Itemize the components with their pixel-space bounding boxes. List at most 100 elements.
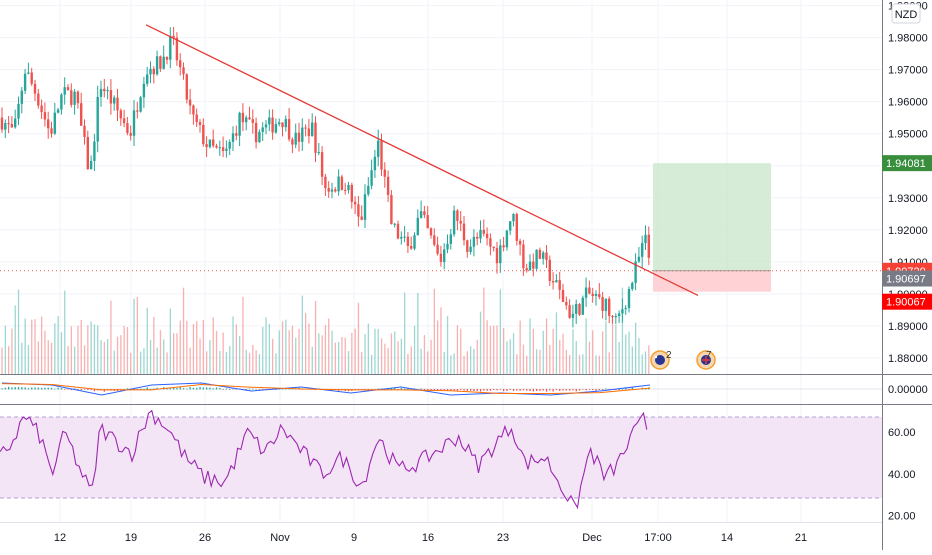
price-tick-label: 1.96000	[888, 97, 928, 109]
volume-bar	[512, 333, 515, 374]
volume-bar	[262, 326, 264, 374]
volume-bar	[37, 341, 39, 374]
volume-bar	[248, 352, 251, 374]
candle-body	[40, 105, 43, 113]
volume-bar	[107, 339, 109, 374]
candle-body	[297, 132, 301, 142]
volume-bar	[93, 324, 96, 374]
candle-body	[304, 127, 307, 129]
volume-bar	[87, 325, 89, 374]
stop-zone[interactable]	[653, 270, 771, 292]
macd-histogram-bar	[252, 388, 254, 390]
currency-badge[interactable]: NZD	[891, 3, 921, 24]
candle-body	[281, 122, 284, 128]
macd-histogram-bar	[64, 389, 66, 390]
macd-histogram-bar	[37, 387, 39, 390]
volume-bar	[225, 351, 228, 374]
macd-histogram-bar	[258, 389, 261, 390]
candle-body	[631, 282, 634, 290]
macd-histogram-bar	[545, 389, 548, 392]
macd-histogram-bar	[225, 388, 228, 390]
macd-histogram-bar	[219, 387, 221, 390]
macd-histogram-bar	[569, 389, 571, 391]
macd-histogram-bar	[565, 389, 567, 391]
time-tick-label: Nov	[270, 532, 290, 544]
volume-bars	[1, 287, 650, 374]
candle-body	[7, 123, 10, 125]
candle-body	[96, 96, 99, 142]
volume-bar	[602, 331, 604, 374]
candle-body	[396, 223, 400, 239]
candle-body	[353, 201, 357, 205]
price-axis[interactable]: 1.880001.890001.900001.910001.920001.930…	[888, 1, 928, 365]
volume-bar	[387, 348, 389, 374]
volume-bar	[611, 318, 614, 374]
volume-bar	[595, 355, 597, 374]
macd-histogram-bar	[83, 388, 86, 390]
candle-body	[367, 185, 370, 195]
price-tick-label: 1.93000	[888, 193, 928, 205]
candle-body	[525, 268, 528, 271]
candle-body	[436, 244, 439, 254]
volume-bar	[281, 321, 284, 374]
time-tick-label: 26	[199, 532, 211, 544]
volume-bar	[555, 312, 558, 374]
volume-bar	[334, 342, 336, 374]
target-zone[interactable]	[653, 163, 771, 271]
candle-body	[495, 248, 499, 264]
candle-body	[122, 118, 126, 124]
volume-bar	[252, 344, 254, 374]
candle-body	[116, 97, 119, 111]
candle-body	[621, 309, 624, 314]
macd-histogram-bar	[397, 389, 399, 390]
macd-histogram-bar	[433, 389, 435, 391]
event-uk[interactable]: 7	[696, 350, 716, 370]
candle-body	[235, 133, 238, 136]
volume-bar	[47, 340, 49, 374]
candle-body	[208, 139, 212, 148]
candle-body	[515, 213, 518, 241]
candle-body	[248, 117, 251, 120]
candle-body	[205, 144, 208, 148]
candle-body	[179, 60, 182, 68]
price-tag-stop: 1.90067	[882, 293, 932, 310]
macd-histogram-bar	[87, 389, 89, 390]
candle-body	[383, 169, 386, 177]
volume-bar	[80, 319, 82, 374]
volume-bar	[400, 338, 402, 374]
candle-body	[647, 234, 650, 258]
volume-bar	[450, 355, 452, 374]
long-position-tool[interactable]	[653, 163, 771, 292]
volume-bar	[592, 330, 594, 374]
volume-bar	[318, 333, 320, 374]
descending-trendline[interactable]	[145, 24, 699, 297]
candle-body	[545, 252, 548, 260]
macd-histogram-bar	[90, 389, 92, 390]
macd-histogram-bar	[410, 389, 412, 390]
macd-histogram-bar	[532, 389, 534, 392]
macd-histogram-bar	[47, 387, 49, 390]
volume-bar	[423, 335, 426, 374]
time-tick-label: 19	[125, 532, 137, 544]
time-axis[interactable]: 12 19 26 Nov 9 16 23 Dec 17:00 14 21	[54, 532, 807, 544]
candle-body	[314, 122, 317, 153]
candle-body	[294, 132, 297, 145]
volume-bar	[153, 317, 155, 374]
macd-histogram-bar	[17, 386, 20, 390]
macd-pane	[0, 382, 882, 396]
macd-histogram-bar	[496, 389, 498, 391]
event-nz[interactable]: 2	[650, 350, 672, 370]
macd-histogram-bar	[582, 389, 584, 390]
volume-bar	[173, 333, 175, 374]
candle-body	[360, 216, 363, 220]
candle-body	[89, 161, 93, 170]
macd-line	[1, 382, 651, 396]
volume-bar	[324, 325, 327, 374]
volume-bar	[625, 334, 627, 374]
time-tick-label: 9	[351, 532, 357, 544]
candle-body	[499, 245, 502, 264]
macd-histogram-bar	[133, 388, 135, 390]
candle-body	[215, 145, 218, 148]
